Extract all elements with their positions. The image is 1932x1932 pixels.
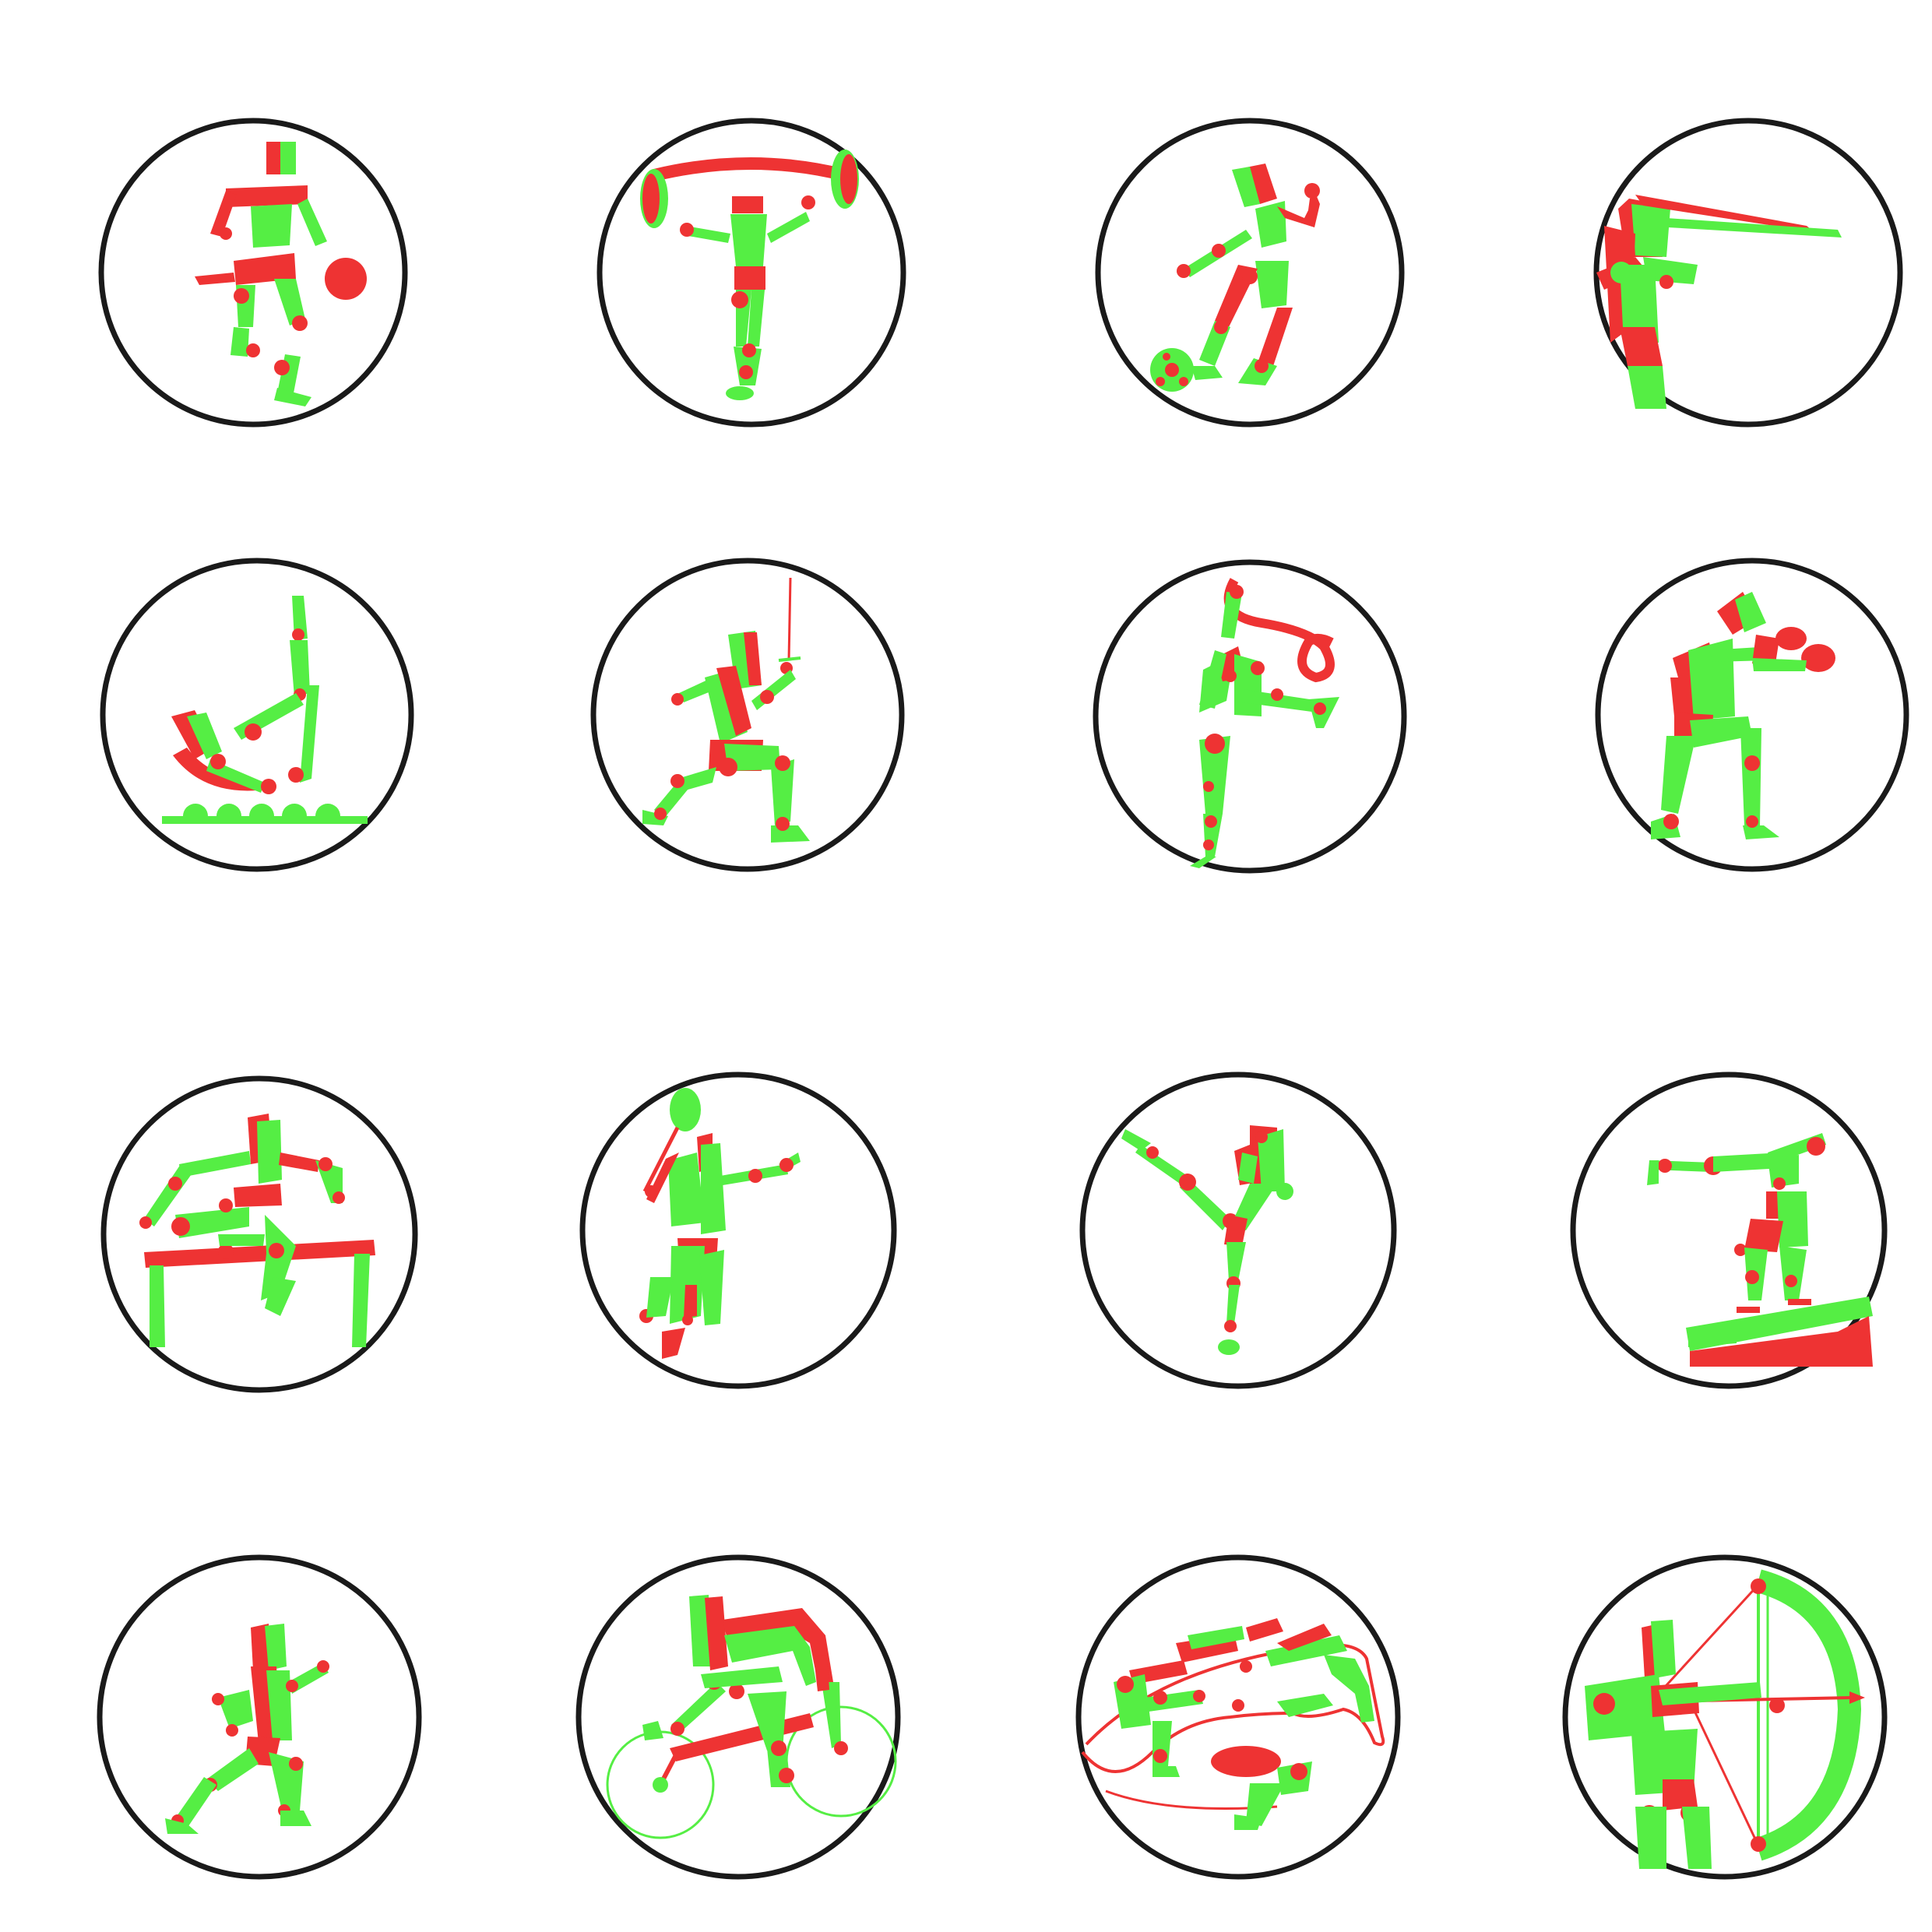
hurdler-icon — [139, 1114, 375, 1347]
taekwondo-kicker-icon — [1121, 1125, 1293, 1355]
pictogram-ring — [1093, 559, 1407, 874]
pictogram-fencing — [590, 558, 905, 872]
pictogram-boxing — [1595, 558, 1909, 872]
pictogram-equestrian — [1075, 1554, 1401, 1880]
equestrian-rider-icon — [1081, 1618, 1385, 1830]
pictogram-archery — [1562, 1554, 1888, 1880]
pictogram-cycling — [575, 1554, 901, 1880]
pictogram-trampoline — [100, 558, 414, 872]
weightlifter-icon — [640, 150, 859, 400]
cyclist-icon — [606, 1595, 897, 1839]
pictogram-football — [1095, 118, 1405, 428]
pictogram-ring — [575, 1554, 901, 1880]
basketball-player-icon — [195, 142, 367, 406]
pictogram-ring — [579, 1072, 897, 1389]
pommel-horse-gymnast-icon — [1647, 1133, 1873, 1367]
pictogram-shooting — [1593, 118, 1903, 428]
pictogram-running — [97, 1554, 422, 1880]
rhythmic-gymnast-icon — [1190, 578, 1339, 868]
pictogram-hurdles — [100, 1075, 418, 1393]
football-player-icon — [1150, 164, 1320, 392]
pictogram-basketball — [98, 118, 408, 428]
pictogram-weightlifting — [596, 118, 906, 428]
trampolinist-icon — [162, 596, 368, 824]
boxer-icon — [1651, 592, 1835, 839]
runner-icon — [165, 1624, 329, 1834]
pictogram-taekwondo — [1079, 1072, 1397, 1389]
fencer-icon — [642, 577, 810, 843]
pictogram-pommel-horse — [1570, 1072, 1888, 1389]
badminton-player-icon — [639, 1088, 801, 1359]
shooter-icon — [1596, 195, 1842, 409]
pictogram-ring — [100, 558, 414, 872]
archer-icon — [1585, 1569, 1865, 1869]
pictogram-badminton — [579, 1072, 897, 1389]
pictogram-rhythmic-gymnastics — [1093, 559, 1407, 874]
